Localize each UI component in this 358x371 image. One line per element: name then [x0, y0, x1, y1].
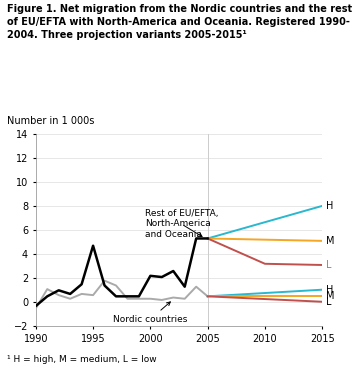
Text: Number in 1 000s: Number in 1 000s: [7, 116, 95, 126]
Text: M: M: [326, 236, 334, 246]
Text: L: L: [326, 260, 331, 270]
Text: Rest of EU/EFTA,
North-America
and Oceania: Rest of EU/EFTA, North-America and Ocean…: [145, 209, 218, 239]
Text: H: H: [326, 285, 333, 295]
Text: ¹ H = high, M = medium, L = low: ¹ H = high, M = medium, L = low: [7, 355, 157, 364]
Text: Nordic countries: Nordic countries: [113, 302, 188, 324]
Text: L: L: [326, 297, 331, 307]
Text: of EU/EFTA with North-America and Oceania. Registered 1990-: of EU/EFTA with North-America and Oceani…: [7, 17, 350, 27]
Text: H: H: [326, 201, 333, 211]
Text: M: M: [326, 291, 334, 301]
Text: Figure 1. Net migration from the Nordic countries and the rest: Figure 1. Net migration from the Nordic …: [7, 4, 352, 14]
Text: 2004. Three projection variants 2005-2015¹: 2004. Three projection variants 2005-201…: [7, 30, 247, 40]
